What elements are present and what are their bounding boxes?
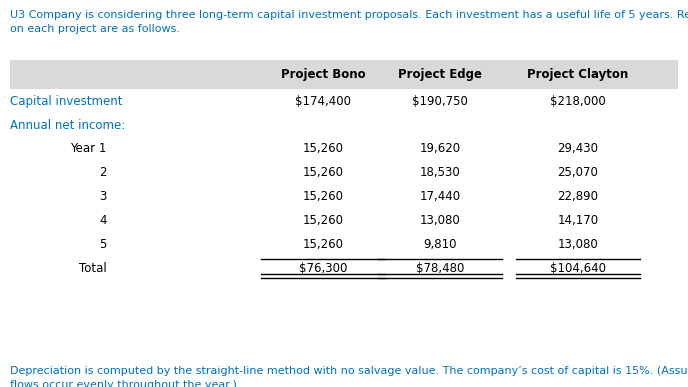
Text: Capital investment: Capital investment (10, 94, 123, 108)
Text: Project Bono: Project Bono (281, 68, 366, 81)
Text: 3: 3 (99, 190, 107, 204)
Text: 13,080: 13,080 (557, 238, 599, 252)
Text: Depreciation is computed by the straight-line method with no salvage value. The : Depreciation is computed by the straight… (10, 366, 688, 387)
Text: Annual net income:: Annual net income: (10, 118, 126, 132)
Text: Year 1: Year 1 (70, 142, 107, 156)
Text: $104,640: $104,640 (550, 262, 606, 276)
Text: 5: 5 (99, 238, 107, 252)
Text: 15,260: 15,260 (303, 214, 344, 228)
Text: 14,170: 14,170 (557, 214, 599, 228)
Text: 17,440: 17,440 (420, 190, 461, 204)
Text: 18,530: 18,530 (420, 166, 461, 180)
Text: 15,260: 15,260 (303, 142, 344, 156)
Text: 15,260: 15,260 (303, 238, 344, 252)
Text: $78,480: $78,480 (416, 262, 464, 276)
Text: Project Edge: Project Edge (398, 68, 482, 81)
Text: 2: 2 (99, 166, 107, 180)
Text: 15,260: 15,260 (303, 190, 344, 204)
Text: $76,300: $76,300 (299, 262, 347, 276)
Text: 22,890: 22,890 (557, 190, 599, 204)
Text: U3 Company is considering three long-term capital investment proposals. Each inv: U3 Company is considering three long-ter… (10, 10, 688, 34)
Text: 4: 4 (99, 214, 107, 228)
Text: Total: Total (79, 262, 107, 276)
Text: 9,810: 9,810 (424, 238, 457, 252)
Text: $190,750: $190,750 (412, 94, 469, 108)
Text: $174,400: $174,400 (295, 94, 352, 108)
Text: 25,070: 25,070 (557, 166, 599, 180)
Text: 19,620: 19,620 (420, 142, 461, 156)
Text: $218,000: $218,000 (550, 94, 606, 108)
Text: 15,260: 15,260 (303, 166, 344, 180)
Text: 29,430: 29,430 (557, 142, 599, 156)
Text: 13,080: 13,080 (420, 214, 461, 228)
Text: Project Clayton: Project Clayton (527, 68, 629, 81)
